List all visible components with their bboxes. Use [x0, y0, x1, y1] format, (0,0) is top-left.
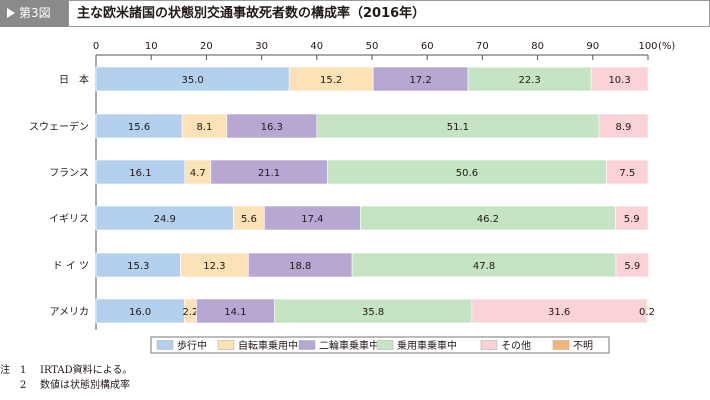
data-label: 46.2 [477, 214, 499, 225]
x-tick-label: 40 [310, 41, 323, 52]
bar-segment [467, 66, 592, 92]
data-label: 0.2 [639, 307, 655, 318]
note-number: 1 [20, 365, 27, 376]
x-tick-label: 50 [366, 41, 379, 52]
legend-label: 歩行中 [177, 339, 207, 352]
bar-segment [95, 113, 183, 139]
figure-number: 第3図 [19, 6, 51, 20]
legend-swatch [480, 340, 498, 350]
legend-swatch [298, 340, 316, 350]
x-tick-label: 80 [531, 41, 544, 52]
bar-segment [646, 298, 648, 324]
bar-segment [95, 66, 290, 92]
data-label: 35.8 [362, 307, 384, 318]
bar-segment [590, 66, 649, 92]
data-label: 22.3 [518, 75, 540, 86]
legend-swatch [156, 340, 174, 350]
data-label: 47.8 [473, 261, 495, 272]
x-unit-label: (%) [658, 41, 675, 52]
bar-segment [360, 205, 616, 231]
bar-segment [273, 298, 473, 324]
legend-swatch [552, 340, 570, 350]
legend-swatch [376, 340, 394, 350]
x-tick-label: 60 [421, 41, 434, 52]
bar-segment [196, 298, 275, 324]
data-label: 24.9 [154, 214, 176, 225]
figure-header: 第3図 主な欧米諸国の状態別交通事故死者数の構成率（2016年） [0, 0, 710, 27]
data-label: 4.7 [190, 168, 206, 179]
data-label: 16.1 [129, 168, 151, 179]
triangle-icon [7, 8, 15, 18]
title-box: 主な欧米諸国の状態別交通事故死者数の構成率（2016年） [68, 0, 710, 27]
data-label: 18.8 [289, 261, 311, 272]
x-tick-label: 20 [200, 41, 213, 52]
data-label: 5.9 [624, 261, 640, 272]
data-label: 12.3 [203, 261, 225, 272]
bar-segment [316, 113, 600, 139]
data-label: 16.3 [261, 122, 283, 133]
data-label: 8.9 [615, 122, 631, 133]
data-label: 21.1 [258, 168, 280, 179]
data-label: 10.3 [608, 75, 630, 86]
category-label: スウェーデン [29, 120, 89, 133]
legend-label: 二輪車乗車中 [319, 339, 379, 352]
data-label: 5.6 [241, 214, 257, 225]
data-label: 50.6 [456, 168, 478, 179]
bar-segment [95, 205, 234, 231]
legend-label: 乗用車乗車中 [397, 339, 457, 352]
note-number: 2 [20, 380, 27, 391]
bar-segment [615, 205, 649, 231]
note-label: 注 [0, 365, 10, 376]
bar-segment [326, 159, 607, 185]
bar-segment [95, 159, 186, 185]
bar-segment [598, 113, 649, 139]
legend-label: 不明 [573, 340, 593, 352]
x-tick-label: 90 [586, 41, 599, 52]
category-label: フランス [49, 167, 89, 179]
data-label: 35.0 [181, 75, 203, 86]
data-label: 14.1 [224, 307, 246, 318]
data-label: 31.6 [548, 307, 570, 318]
bar-segment [181, 113, 228, 139]
legend-swatch [217, 340, 235, 350]
chart-title: 主な欧米諸国の状態別交通事故死者数の構成率（2016年） [77, 6, 426, 21]
bar-segment [372, 66, 469, 92]
data-label: 5.9 [624, 214, 640, 225]
category-label: ド イ ツ [53, 261, 89, 272]
data-label: 2.2 [182, 307, 198, 318]
category-label: イギリス [49, 213, 89, 225]
legend-label: その他 [501, 339, 531, 352]
note-text: IRTAD資料による。 [40, 365, 133, 376]
bar-segment [264, 205, 361, 231]
data-label: 17.2 [409, 75, 431, 86]
figure-badge: 第3図 [0, 0, 68, 27]
bar-segment [210, 159, 328, 185]
bar-segment [180, 252, 249, 278]
bar-segment [95, 298, 185, 324]
data-label: 7.5 [619, 168, 635, 179]
data-label: 51.1 [447, 122, 469, 133]
category-label: アメリカ [50, 306, 90, 318]
data-label: 17.4 [301, 214, 323, 225]
x-tick-label: 10 [145, 41, 158, 52]
bar-segment [615, 252, 649, 278]
data-label: 8.1 [197, 122, 213, 133]
data-label: 15.2 [320, 75, 342, 86]
x-tick-label: 70 [476, 41, 489, 52]
x-tick-label: 30 [255, 41, 268, 52]
bar-segment [351, 252, 617, 278]
legend-label: 自転車乗用中 [238, 339, 298, 352]
bar-segment [233, 205, 265, 231]
x-tick-label: 100 [638, 41, 657, 52]
data-label: 15.3 [127, 261, 149, 272]
data-label: 15.6 [128, 122, 150, 133]
bar-segment [606, 159, 649, 185]
category-label: 日 本 [59, 73, 89, 86]
note-text: 数値は状態別構成率 [40, 380, 130, 391]
x-tick-label: 0 [93, 41, 99, 52]
data-label: 16.0 [129, 307, 151, 318]
stacked-bar-chart: 0 10 20 30 40 50 60 70 80 90 100 (%) 日 本 35.0 15.2 17.2… [29, 41, 675, 354]
bar-segment [288, 66, 374, 92]
